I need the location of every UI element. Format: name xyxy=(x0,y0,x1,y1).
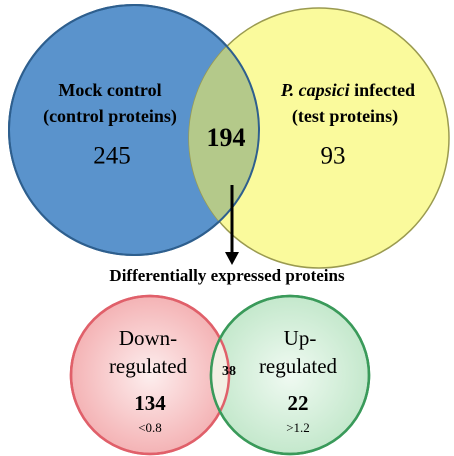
label: (control proteins) xyxy=(43,106,177,127)
threshold: >1.2 xyxy=(286,420,310,435)
up-outline xyxy=(209,294,371,456)
control-outline xyxy=(8,4,260,256)
down-outline xyxy=(69,294,231,456)
arrow-head xyxy=(225,252,239,265)
label: Down- xyxy=(119,326,177,350)
count: 38 xyxy=(222,364,236,379)
label: (test proteins) xyxy=(292,106,398,127)
label: P. capsici infected xyxy=(280,80,415,100)
count: 22 xyxy=(288,391,309,415)
threshold: <0.8 xyxy=(138,420,162,435)
count: 194 xyxy=(207,123,246,152)
label: regulated xyxy=(259,354,338,378)
label-italic: P. capsici xyxy=(280,80,350,100)
count: 93 xyxy=(321,143,346,170)
label: Mock control xyxy=(58,80,161,100)
caption: Differentially expressed proteins xyxy=(109,266,345,285)
count: 245 xyxy=(93,143,131,170)
label: regulated xyxy=(109,354,188,378)
label-rest: infected xyxy=(350,80,415,100)
label: Up- xyxy=(284,326,317,350)
count: 134 xyxy=(134,391,166,415)
